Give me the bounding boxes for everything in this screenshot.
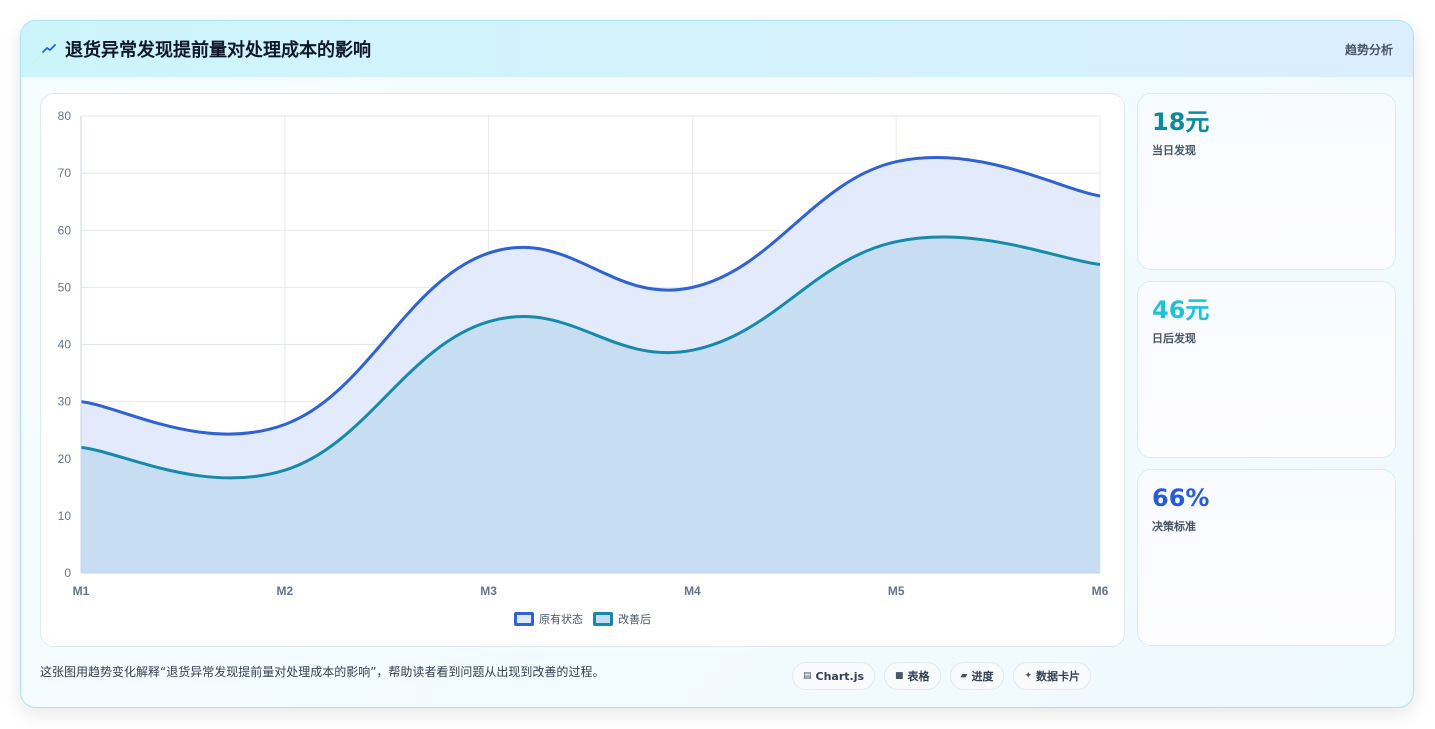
data-point: [692, 350, 693, 351]
y-tick-label: 50: [58, 280, 72, 294]
pill-label: 进度: [971, 670, 994, 683]
legend-label-improved: 改善后: [618, 613, 651, 626]
data-point: [488, 321, 489, 322]
x-tick-label: M5: [888, 584, 905, 598]
data-point: [896, 161, 897, 162]
y-tick-label: 20: [58, 452, 72, 466]
data-point: [692, 287, 693, 288]
pill-progress[interactable]: ▰ 进度: [949, 662, 1005, 690]
y-tick-label: 40: [58, 338, 72, 352]
x-tick-label: M1: [73, 584, 90, 598]
stat-value-later: 46元: [1152, 296, 1210, 324]
legend-swatch-improved: [593, 612, 613, 626]
table-icon: ■: [895, 671, 904, 681]
chart-description: 这张图用趋势变化解释“退货异常发现提前量对处理成本的影响”，帮助读者看到问题从出…: [40, 665, 605, 679]
area-chart: 0 10 20 30 40 50 60 70 80 M1 M2 M3 M4 M5 M6: [58, 109, 1109, 598]
pill-label: 表格: [907, 670, 930, 683]
y-tick-label: 10: [58, 509, 72, 523]
legend-label-original: 原有状态: [539, 613, 583, 626]
card-header: 退货异常发现提前量对处理成本的影响 趋势分析: [21, 21, 1413, 77]
chart-legend: 原有状态 改善后: [41, 611, 1124, 627]
data-point: [284, 424, 285, 425]
series-line-0: [80, 156, 1101, 436]
y-tick-label: 60: [58, 223, 72, 237]
x-tick-label: M4: [684, 584, 701, 598]
legend-swatch-original: [514, 612, 534, 626]
stat-label-same-day: 当日发现: [1152, 144, 1196, 157]
chart-icon: ▤: [803, 671, 812, 681]
pill-data-cards[interactable]: ✦ 数据卡片: [1013, 662, 1092, 690]
pill-label: 数据卡片: [1036, 670, 1081, 683]
data-point: [1100, 264, 1101, 265]
x-tick-label: M2: [276, 584, 293, 598]
x-tick-label: M6: [1092, 584, 1109, 598]
trend-icon: [41, 41, 57, 57]
chart-panel: 0 10 20 30 40 50 60 70 80 M1 M2 M3 M4 M5 M6 原有状态 改善后: [40, 93, 1125, 647]
y-tick-label: 80: [58, 109, 72, 123]
header-badge: 趋势分析: [1344, 42, 1393, 57]
series-line-1: [80, 235, 1101, 480]
dashboard-card: 退货异常发现提前量对处理成本的影响 趋势分析 0 10 20 30 40 50 60 70 80…: [20, 20, 1414, 708]
x-tick-label: M3: [480, 584, 497, 598]
legend-item-improved[interactable]: 改善后: [593, 611, 651, 627]
data-point: [488, 253, 489, 254]
data-point: [896, 241, 897, 242]
progress-icon: ▰: [960, 671, 968, 681]
pill-table[interactable]: ■ 表格: [884, 662, 941, 690]
sparkle-icon: ✦: [1024, 671, 1033, 681]
stat-label-later: 日后发现: [1152, 332, 1196, 345]
pill-chartjs[interactable]: ▤ Chart.js: [792, 662, 876, 690]
stat-value-decision: 66%: [1152, 484, 1210, 512]
page-title: 退货异常发现提前量对处理成本的影响: [65, 40, 371, 61]
y-tick-label: 30: [58, 395, 72, 409]
stat-card-decision: 66% 决策标准: [1137, 469, 1396, 646]
stat-value-same-day: 18元: [1152, 108, 1210, 136]
y-tick-label: 70: [58, 166, 72, 180]
data-point: [1100, 195, 1101, 196]
stat-card-later: 46元 日后发现: [1137, 281, 1396, 458]
y-tick-label: 0: [64, 566, 71, 580]
feature-pills: ▤ Chart.js ■ 表格 ▰ 进度 ✦ 数据卡片: [792, 662, 1092, 690]
stat-label-decision: 决策标准: [1152, 520, 1196, 533]
pill-label: Chart.js: [815, 669, 865, 683]
series-area-1: [81, 237, 1100, 573]
stat-card-same-day: 18元 当日发现: [1137, 93, 1396, 270]
legend-item-original[interactable]: 原有状态: [514, 611, 583, 627]
data-point: [284, 470, 285, 471]
